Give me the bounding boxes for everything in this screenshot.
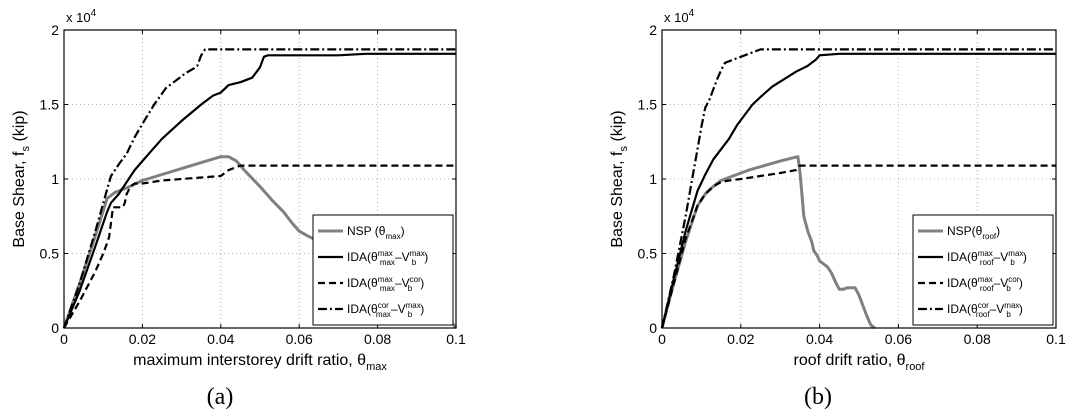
y-tick-label: 0	[51, 320, 59, 336]
panel-caption: (a)	[207, 384, 234, 410]
y-tick-label: 1.5	[638, 97, 658, 113]
legend-label-2: IDA(θmax roof–Vmax b)	[947, 249, 1027, 267]
axes-box	[63, 29, 457, 329]
series-line-3	[660, 164, 1056, 329]
x-tick-label: 0.1	[1046, 331, 1066, 347]
series-line-2	[62, 52, 456, 329]
y-exponent-label: x 104	[66, 8, 97, 25]
y-tick-label: 1	[649, 171, 657, 187]
x-tick-label: 0.02	[727, 331, 754, 347]
y-tick-label: 0	[649, 320, 657, 336]
y-tick-label: 2	[51, 22, 59, 38]
y-tick-label: 1	[51, 171, 59, 187]
x-tick-label: 0	[658, 331, 666, 347]
legend-label-3: IDA(θmax max–Vcor b)	[347, 275, 424, 293]
legend-label-4: IDA(θcor roof–Vmax b)	[947, 301, 1023, 319]
legend-box	[312, 214, 454, 326]
legend-label-1: NSP (θmax)	[347, 224, 405, 241]
legend-label-1: NSP(θroof)	[947, 224, 1000, 241]
x-tick-label: 0.06	[286, 331, 313, 347]
y-tick-label: 0.5	[638, 246, 658, 262]
x-tick-label: 0.08	[964, 331, 991, 347]
panel-caption: (b)	[804, 384, 832, 410]
y-axis-label: Base Shear, fs (kip)	[11, 110, 32, 247]
series-line-3	[63, 164, 456, 329]
legend-label-4: IDA(θcor max–Vmax b)	[347, 301, 424, 319]
series-line-4	[62, 48, 456, 329]
y-tick-label: 0.5	[40, 246, 60, 262]
x-tick-label: 0.08	[364, 331, 391, 347]
y-tick-label: 2	[649, 22, 657, 38]
legend-label-2: IDA(θmax max–Vmax b)	[347, 249, 428, 267]
x-tick-label: 0.04	[207, 331, 234, 347]
x-axis-label: roof drift ratio, θroof	[793, 352, 925, 373]
x-tick-label: 0.02	[129, 331, 156, 347]
legend: NSP (θmax) IDA(θmax max–Vmax b) IDA(θmax max–…	[312, 214, 454, 326]
x-tick-label: 0.06	[885, 331, 912, 347]
legend-label-3: IDA(θmax roof–Vcor b)	[947, 275, 1023, 293]
series-line-2	[660, 52, 1056, 329]
legend-box	[912, 214, 1054, 326]
axes-box	[661, 29, 1057, 329]
series-line-4	[660, 48, 1056, 329]
legend: NSP(θroof) IDA(θmax roof–Vmax b) IDA(θmax roo…	[912, 214, 1054, 326]
x-tick-label: 0	[60, 331, 68, 347]
chart-panel-2: 0 0.02 0.04 0.06 0.08 0.1 0 0.5 1 1.5 2 x 104 Base S…	[609, 8, 1066, 410]
x-tick-label: 0.1	[446, 331, 466, 347]
y-axis-label: Base Shear, fs (kip)	[609, 110, 630, 247]
x-tick-label: 0.04	[806, 331, 833, 347]
y-exponent-label: x 104	[664, 8, 695, 25]
x-axis-label: maximum interstorey drift ratio, θmax	[133, 352, 387, 373]
y-tick-label: 1.5	[40, 97, 60, 113]
chart-panel-1: 0 0.02 0.04 0.06 0.08 0.1 0 0.5 1 1.5 2 x 104 Base S…	[11, 8, 466, 410]
